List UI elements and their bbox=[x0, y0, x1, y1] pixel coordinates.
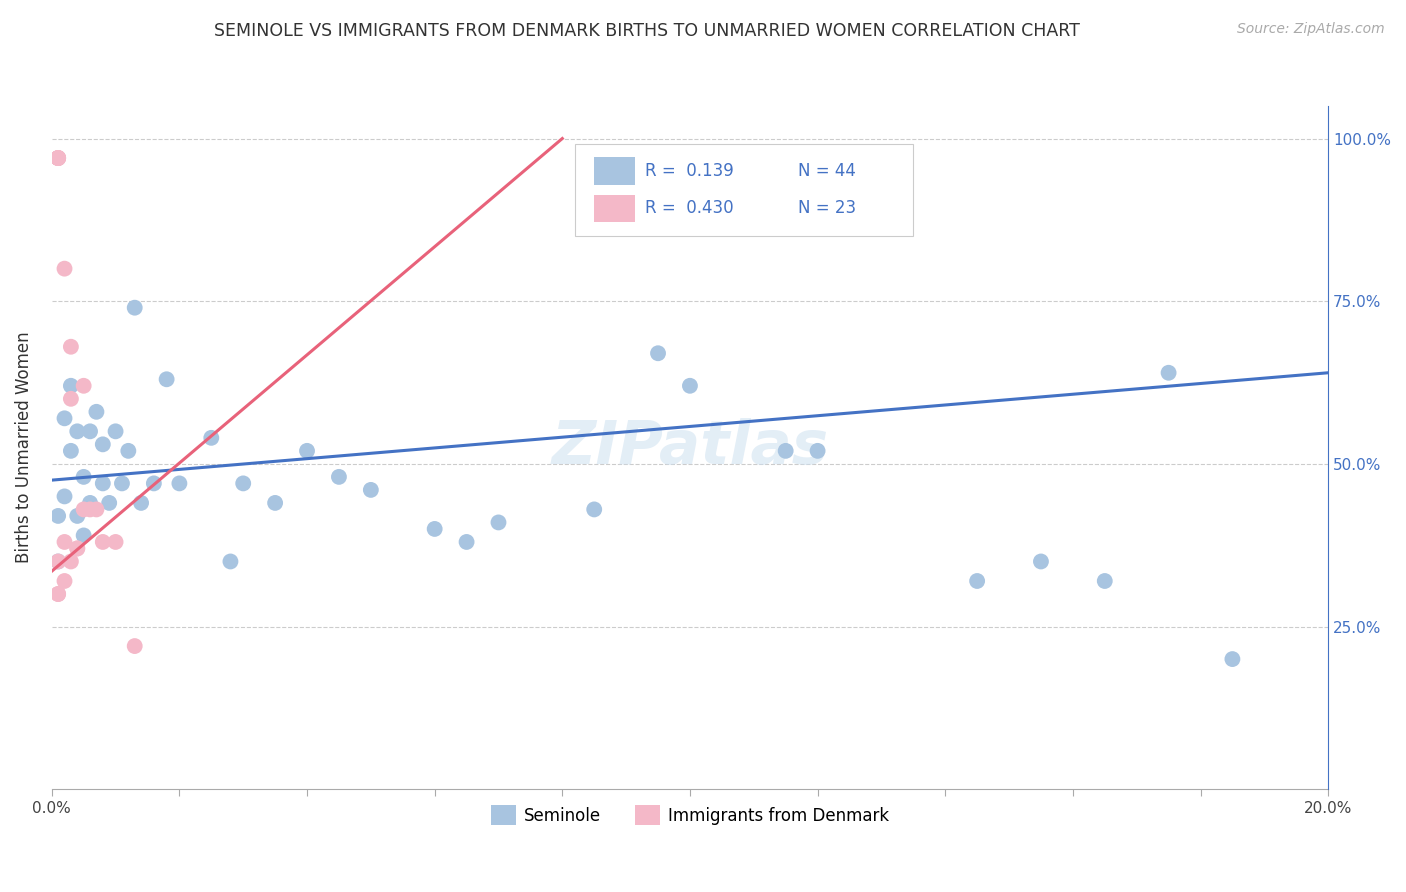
Point bbox=[59, 554, 82, 568]
Point bbox=[73, 528, 96, 542]
Point bbox=[775, 443, 797, 458]
Point bbox=[295, 443, 318, 458]
Point bbox=[79, 496, 101, 510]
Bar bbox=[595, 194, 636, 222]
Point bbox=[91, 476, 114, 491]
Point bbox=[200, 431, 222, 445]
Point bbox=[360, 483, 382, 497]
Text: N = 44: N = 44 bbox=[799, 161, 856, 180]
Point bbox=[423, 522, 446, 536]
Point bbox=[59, 392, 82, 406]
Text: Source: ZipAtlas.com: Source: ZipAtlas.com bbox=[1237, 22, 1385, 37]
Point bbox=[1029, 554, 1052, 568]
Point bbox=[53, 574, 76, 588]
Point bbox=[46, 151, 69, 165]
Point bbox=[117, 443, 139, 458]
Point bbox=[1157, 366, 1180, 380]
Point bbox=[966, 574, 988, 588]
Point bbox=[91, 535, 114, 549]
Point bbox=[53, 535, 76, 549]
Point bbox=[66, 425, 89, 439]
Point bbox=[46, 151, 69, 165]
Point bbox=[59, 340, 82, 354]
Point bbox=[583, 502, 606, 516]
Point bbox=[73, 378, 96, 392]
Point bbox=[86, 405, 108, 419]
Point bbox=[46, 554, 69, 568]
Point bbox=[104, 535, 127, 549]
Point bbox=[232, 476, 254, 491]
Text: R =  0.430: R = 0.430 bbox=[645, 200, 734, 218]
Point bbox=[806, 443, 828, 458]
Point bbox=[111, 476, 134, 491]
Point bbox=[219, 554, 242, 568]
Point bbox=[66, 541, 89, 556]
Point bbox=[142, 476, 165, 491]
Y-axis label: Births to Unmarried Women: Births to Unmarried Women bbox=[15, 332, 32, 564]
Point bbox=[73, 470, 96, 484]
Point bbox=[53, 261, 76, 276]
Point bbox=[46, 587, 69, 601]
Legend: Seminole, Immigrants from Denmark: Seminole, Immigrants from Denmark bbox=[484, 798, 896, 832]
Point bbox=[66, 508, 89, 523]
Point bbox=[79, 425, 101, 439]
Point bbox=[46, 554, 69, 568]
FancyBboxPatch shape bbox=[575, 144, 914, 235]
Point bbox=[104, 425, 127, 439]
Point bbox=[1094, 574, 1116, 588]
Point bbox=[79, 502, 101, 516]
Point bbox=[1222, 652, 1244, 666]
Point bbox=[169, 476, 191, 491]
Point bbox=[124, 639, 146, 653]
Text: N = 23: N = 23 bbox=[799, 200, 856, 218]
Point bbox=[98, 496, 121, 510]
Point bbox=[129, 496, 152, 510]
Point bbox=[53, 411, 76, 425]
Text: ZIPatlas: ZIPatlas bbox=[551, 418, 828, 477]
Point bbox=[86, 502, 108, 516]
Point bbox=[53, 490, 76, 504]
Point bbox=[46, 508, 69, 523]
Point bbox=[124, 301, 146, 315]
Point bbox=[264, 496, 287, 510]
Point bbox=[66, 541, 89, 556]
Point bbox=[456, 535, 478, 549]
Point bbox=[59, 378, 82, 392]
Point bbox=[46, 151, 69, 165]
Point bbox=[73, 502, 96, 516]
Text: SEMINOLE VS IMMIGRANTS FROM DENMARK BIRTHS TO UNMARRIED WOMEN CORRELATION CHART: SEMINOLE VS IMMIGRANTS FROM DENMARK BIRT… bbox=[214, 22, 1080, 40]
Point bbox=[488, 516, 510, 530]
Text: R =  0.139: R = 0.139 bbox=[645, 161, 734, 180]
Point bbox=[59, 443, 82, 458]
Point bbox=[679, 378, 702, 392]
Bar bbox=[595, 157, 636, 185]
Point bbox=[328, 470, 350, 484]
Point bbox=[46, 151, 69, 165]
Point bbox=[46, 587, 69, 601]
Point bbox=[91, 437, 114, 451]
Point bbox=[647, 346, 669, 360]
Point bbox=[156, 372, 179, 386]
Point bbox=[46, 151, 69, 165]
